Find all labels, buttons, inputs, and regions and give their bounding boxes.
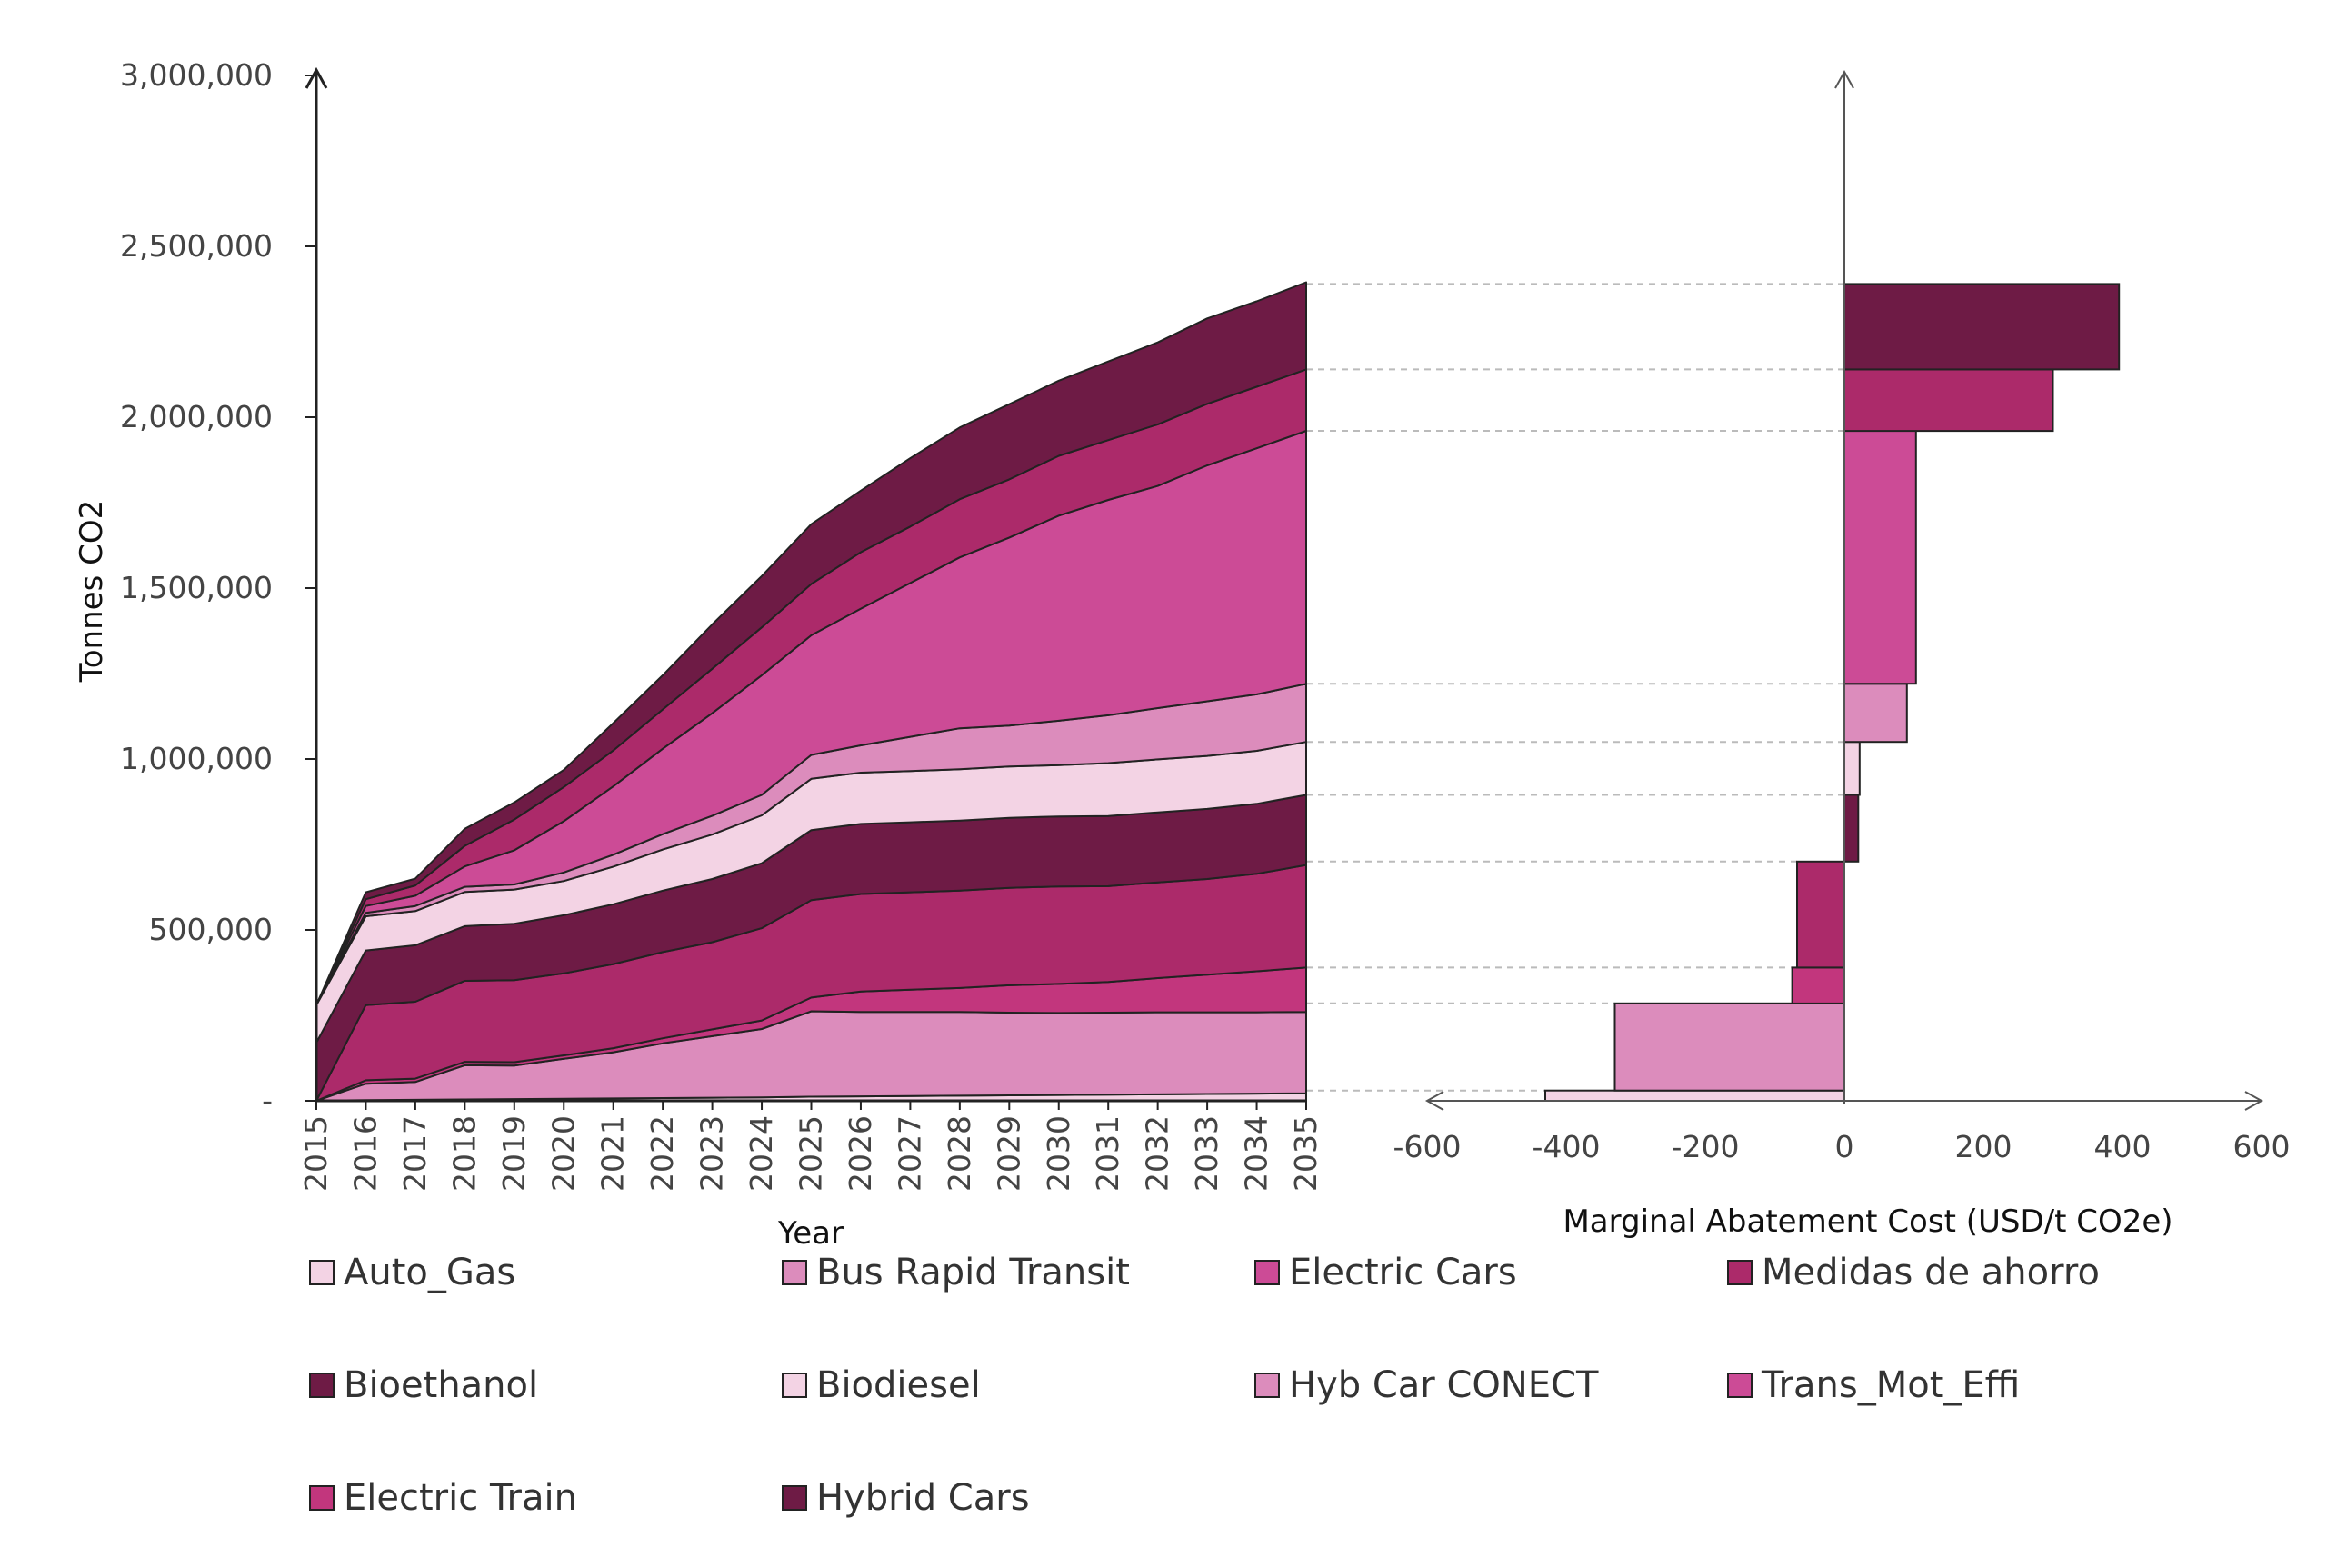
mac-axis-title: Marginal Abatement Cost (USD/t CO2e) [1563,1203,2172,1240]
mac-x-tick-label: -600 [1393,1129,1462,1164]
mac-y-axis-arrow [1834,69,1854,89]
mac-bar [1843,683,1908,744]
mac-x-axis-arrow-left [1424,1091,1444,1111]
mac-bar [1613,1002,1845,1092]
legend-swatch [1727,1373,1753,1398]
mac-bar [1791,966,1845,1004]
x-tick-label: 2030 [1041,1115,1076,1192]
x-tick-label: 2015 [298,1115,334,1192]
legend-item: Auto_Gas [309,1250,782,1295]
legend-label: Trans_Mot_Effi [1762,1364,2021,1406]
x-tick-label: 2031 [1090,1115,1125,1192]
legend-swatch [309,1260,335,1285]
legend-label: Hybrid Cars [816,1477,1030,1519]
x-tick-label: 2020 [545,1115,581,1192]
legend-item: Trans_Mot_Effi [1727,1363,2200,1408]
mac-x-tick-label: 200 [1955,1129,2012,1164]
x-tick-label: 2027 [892,1115,927,1192]
y-tick-label: 2,000,000 [120,399,273,434]
legend-label: Hyb Car CONECT [1289,1364,1599,1406]
x-tick-label: 2016 [347,1115,383,1192]
legend-label: Biodiesel [816,1364,981,1406]
mac-bar [1843,430,1917,685]
legend-item: Hybrid Cars [782,1475,1254,1521]
x-tick-label: 2028 [942,1115,977,1192]
x-tick-label: 2024 [744,1115,779,1192]
x-tick-label: 2029 [991,1115,1026,1192]
mac-bar [1843,794,1860,863]
y-axis-arrow [305,66,328,89]
legend-label: Electric Train [344,1477,577,1519]
legend-label: Medidas de ahorro [1762,1252,2100,1293]
legend-item: Bioethanol [309,1363,782,1408]
legend: Auto_Gas Bus Rapid Transit Electric Cars… [309,1250,2218,1521]
x-tick-label: 2033 [1189,1115,1224,1192]
mac-bar [1843,741,1861,796]
y-tick-label: 3,000,000 [120,57,273,93]
mac-x-tick-label: 600 [2233,1129,2291,1164]
legend-swatch [782,1485,807,1511]
mac-x-tick-label: 400 [2094,1129,2152,1164]
x-tick-label: 2023 [694,1115,730,1192]
mac-bar [1843,283,2121,371]
axes [305,66,2264,1111]
mac-bar [1796,860,1845,969]
legend-item: Hyb Car CONECT [1254,1363,1727,1408]
mac-bar [1544,1089,1845,1102]
legend-item: Electric Cars [1254,1250,1727,1295]
legend-item: Electric Train [309,1475,782,1521]
legend-swatch [782,1260,807,1285]
legend-swatch [782,1373,807,1398]
x-axis-title: Year [777,1215,844,1252]
legend-swatch [1254,1260,1280,1285]
y-tick-label: 1,000,000 [120,741,273,776]
x-tick-label: 2022 [644,1115,680,1192]
y-tick-label: 1,500,000 [120,570,273,605]
mac-x-tick-label: 0 [1835,1129,1854,1164]
area-series [315,281,1307,1006]
x-tick-label: 2026 [843,1115,878,1192]
legend-item: Biodiesel [782,1363,1254,1408]
legend-swatch [309,1485,335,1511]
stacked-areas [315,281,1307,1102]
x-tick-label: 2019 [496,1115,532,1192]
x-tick-label: 2018 [446,1115,482,1192]
x-tick-label: 2017 [397,1115,433,1192]
legend-swatch [309,1373,335,1398]
legend-swatch [1727,1260,1753,1285]
legend-item: Bus Rapid Transit [782,1250,1254,1295]
legend-label: Bioethanol [344,1364,539,1406]
legend-item: Medidas de ahorro [1727,1250,2200,1295]
mac-bar [1843,368,2054,433]
legend-label: Auto_Gas [344,1252,516,1293]
x-tick-label: 2025 [794,1115,829,1192]
mac-x-tick-label: -200 [1672,1129,1740,1164]
legend-label: Bus Rapid Transit [816,1252,1130,1293]
mac-x-axis-arrow-right [2244,1091,2264,1111]
guide-lines [1306,283,1844,1092]
mac-bars [1544,283,2121,1102]
x-tick-label: 2034 [1239,1115,1274,1192]
x-tick-label: 2021 [595,1115,631,1192]
x-tick-label: 2035 [1288,1115,1323,1192]
y-tick-label: - [262,1083,273,1118]
tick-labels: - 500,000 1,000,000 1,500,000 2,000,000 2,500… [120,57,2290,1192]
y-tick-label: 2,500,000 [120,228,273,264]
legend-swatch [1254,1373,1280,1398]
y-tick-label: 500,000 [149,912,273,947]
mac-x-tick-label: -400 [1533,1129,1601,1164]
y-axis-title: Tonnes CO2 [74,500,110,683]
x-tick-label: 2032 [1140,1115,1175,1192]
legend-label: Electric Cars [1289,1252,1517,1293]
